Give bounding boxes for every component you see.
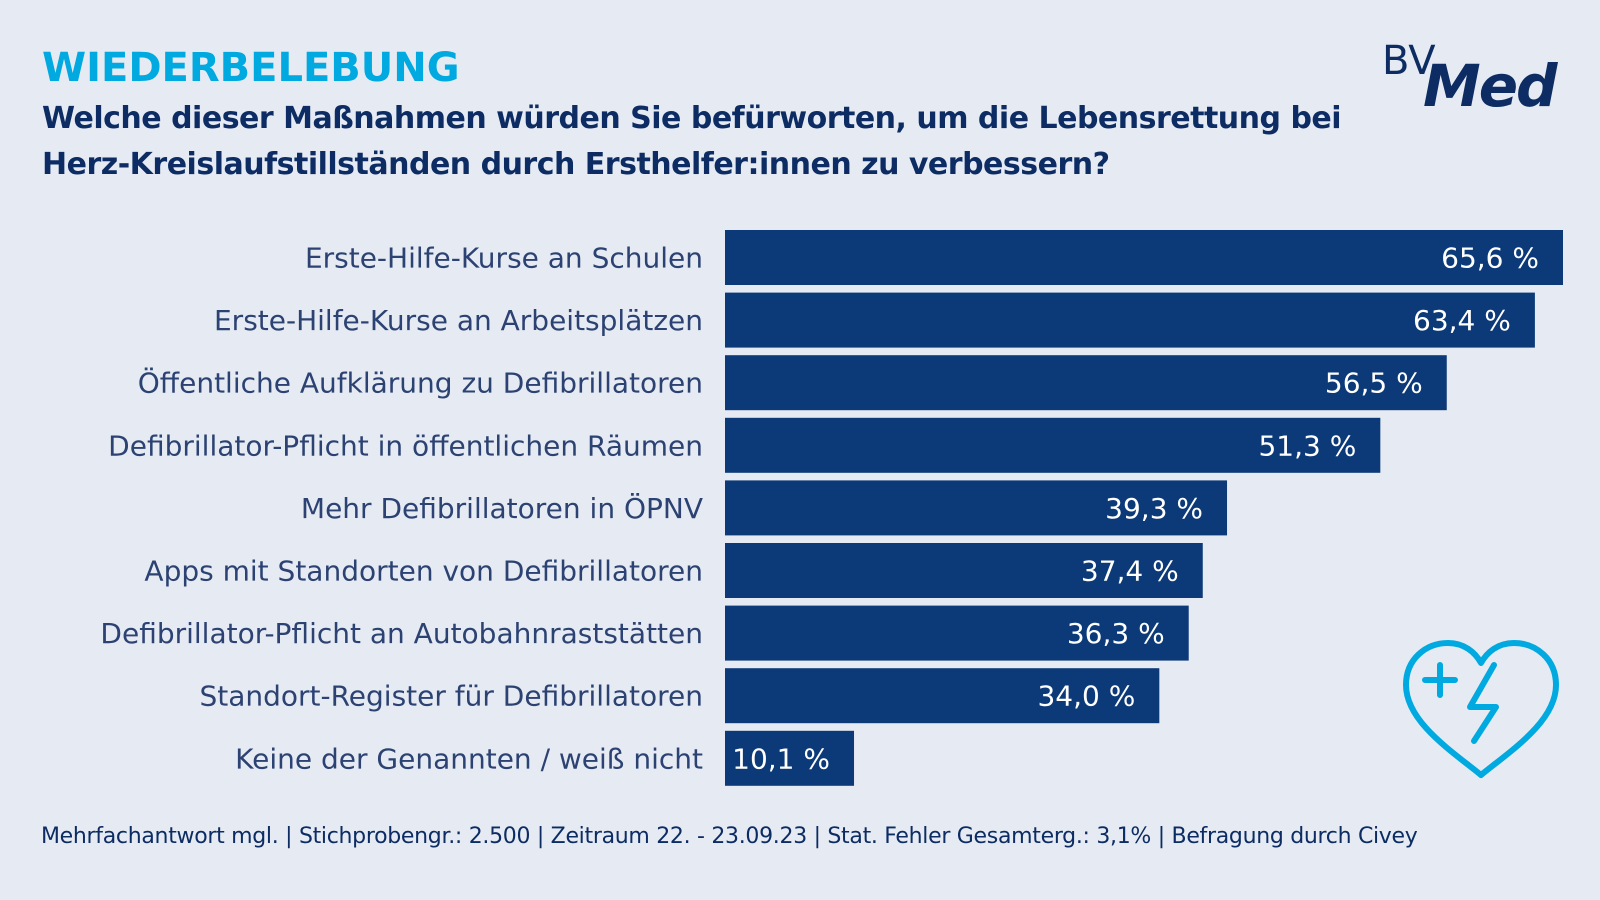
- bar: [725, 230, 1563, 285]
- category-label: Defibrillator-Pflicht in öffentlichen Rä…: [108, 429, 703, 462]
- bar: [725, 730, 855, 786]
- survey-question: Welche dieser Maßnahmen würden Sie befür…: [42, 101, 1342, 182]
- bar: [725, 605, 1189, 661]
- category-label: Keine der Genannten / weiß nicht: [235, 742, 703, 775]
- bvmed-logo: BV Med: [1378, 38, 1562, 120]
- category-label: Erste-Hilfe-Kurse an Arbeitsplätzen: [214, 304, 703, 337]
- logo-bv-text: BV: [1382, 38, 1436, 84]
- bar: [725, 355, 1447, 411]
- kicker-title: WIEDERBELEBUNG: [42, 45, 460, 91]
- category-label: Defibrillator-Pflicht an Autobahnraststä…: [100, 617, 703, 650]
- bar: [725, 543, 1203, 598]
- value-label: 37,4 %: [1081, 555, 1179, 588]
- bar-chart: Erste-Hilfe-Kurse an Schulen 65,6 % Erste-…: [100, 230, 1563, 786]
- bar: [725, 292, 1535, 348]
- value-label: 10,1 %: [732, 742, 830, 775]
- category-label: Erste-Hilfe-Kurse an Schulen: [305, 242, 703, 275]
- value-label: 51,3 %: [1258, 429, 1356, 462]
- category-label: Apps mit Standorten von Defibrillatoren: [144, 555, 703, 588]
- logo-med-text: Med: [1423, 52, 1558, 120]
- value-label: 65,6 %: [1441, 242, 1539, 275]
- heart-defibrillator-icon: [1403, 640, 1559, 778]
- value-label: 36,3 %: [1067, 617, 1165, 650]
- category-label: Standort-Register für Defibrillatoren: [199, 680, 703, 713]
- value-label: 34,0 %: [1037, 680, 1135, 713]
- value-label: 63,4 %: [1413, 304, 1511, 337]
- survey-footnote: Mehrfachantwort mgl. | Stichprobengr.: 2…: [41, 824, 1418, 849]
- category-label: Öffentliche Aufklärung zu Defibrillatore…: [138, 366, 703, 400]
- value-label: 39,3 %: [1105, 492, 1203, 525]
- bar: [725, 480, 1228, 536]
- bar: [725, 668, 1160, 724]
- category-label: Mehr Defibrillatoren in ÖPNV: [301, 491, 703, 525]
- bar: [725, 417, 1381, 473]
- value-label: 56,5 %: [1325, 367, 1423, 400]
